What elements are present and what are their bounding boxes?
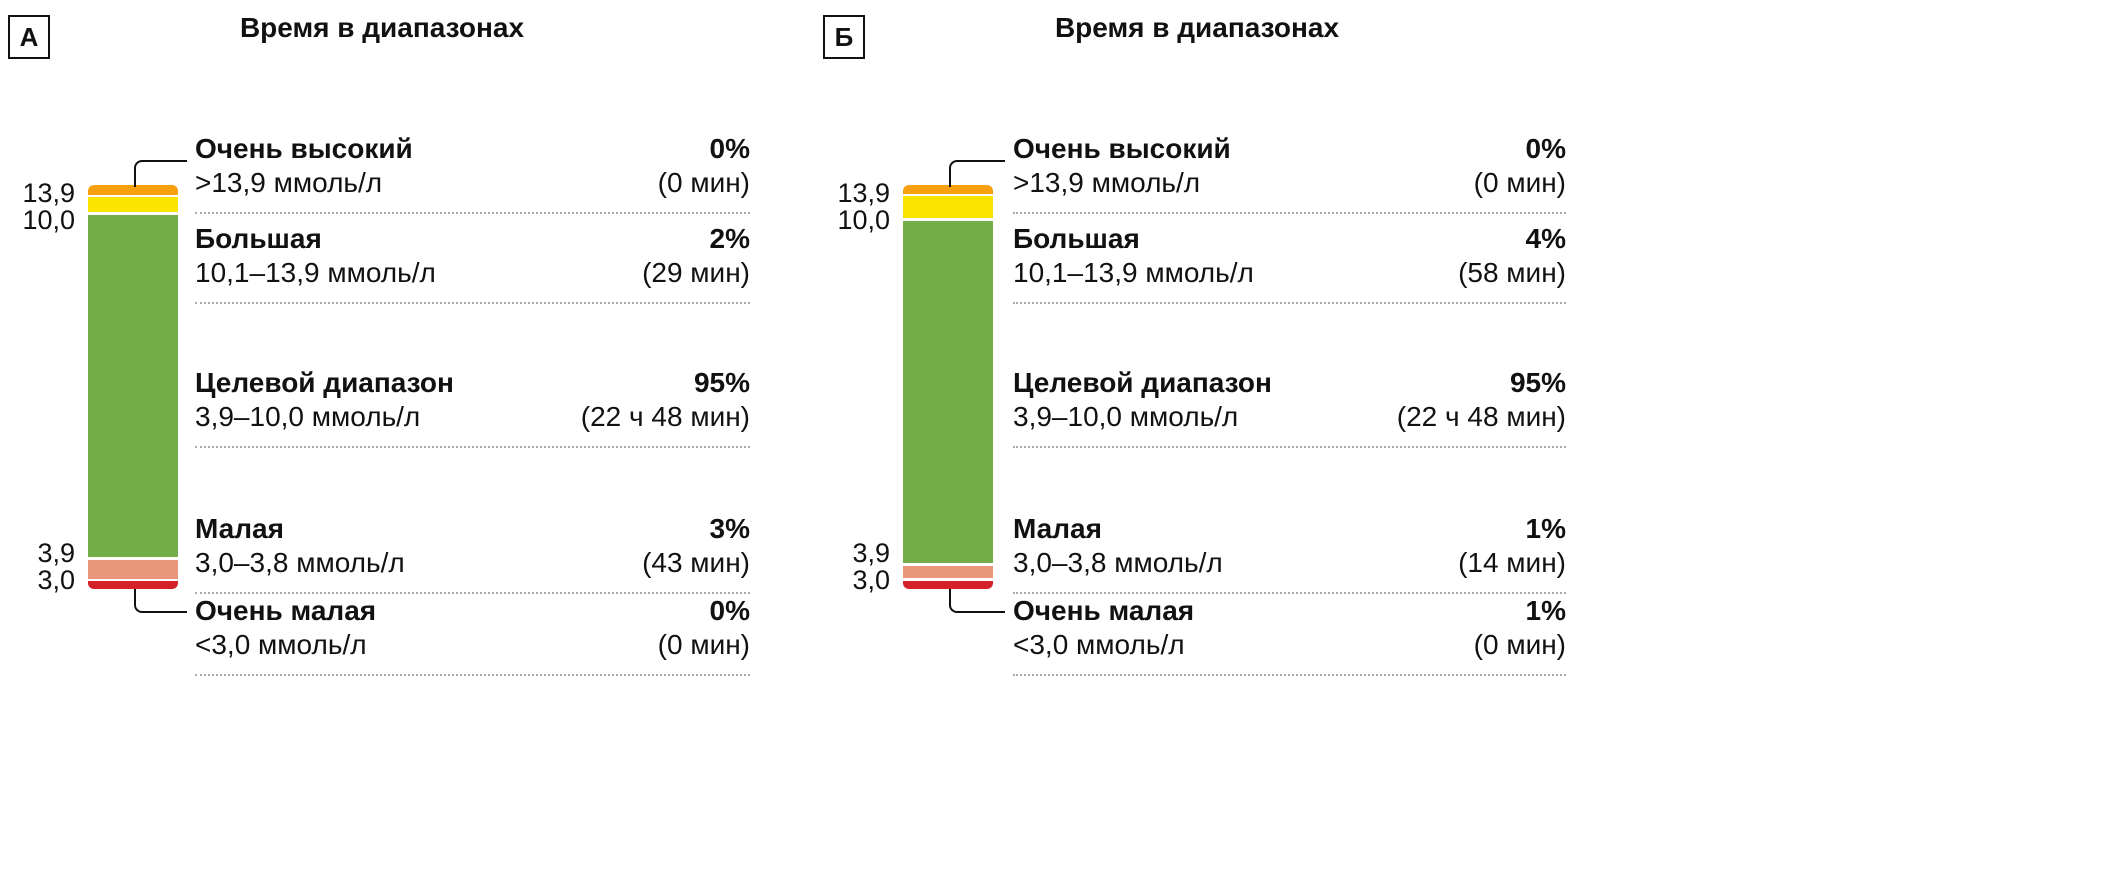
range-limits: 3,0–3,8 ммоль/л [1013, 547, 1223, 578]
range-limits: >13,9 ммоль/л [195, 167, 383, 198]
range-duration: (22 ч 48 мин) [1396, 401, 1566, 432]
axis-tick-label: 3,9 [852, 538, 890, 568]
connector-top [949, 160, 1005, 187]
range-row: Большая 10,1–13,9 ммоль/л 4% (58 мин) [1013, 222, 1566, 304]
range-name: Малая [195, 513, 284, 544]
range-duration: (0 мин) [657, 629, 750, 660]
connector-bottom [949, 589, 1005, 613]
bar-segment-high [88, 197, 178, 212]
range-percent: 95% [1509, 367, 1566, 398]
range-limits: >13,9 ммоль/л [1013, 167, 1201, 198]
chart-title: Время в диапазонах [1054, 12, 1340, 43]
range-percent: 1% [1525, 595, 1566, 626]
range-percent: 0% [709, 133, 750, 164]
range-limits: <3,0 ммоль/л [1013, 629, 1185, 660]
bar-segment-very-low [88, 581, 178, 589]
range-percent: 1% [1525, 513, 1566, 544]
range-percent: 0% [709, 595, 750, 626]
axis-tick-label: 3,0 [37, 565, 75, 595]
axis-tick-label: 13,9 [22, 178, 75, 208]
range-duration: (14 мин) [1458, 547, 1566, 578]
axis-tick-label: 10,0 [22, 205, 75, 235]
panel-letter: Б [823, 15, 865, 59]
chart-title: Время в диапазонах [239, 12, 525, 43]
bar-segment-high [903, 196, 993, 218]
bar-segment-very-high [903, 185, 993, 194]
bar-segment-very-high [88, 185, 178, 195]
range-limits: <3,0 ммоль/л [195, 629, 367, 660]
range-name: Очень высокий [195, 133, 413, 164]
axis-tick-label: 3,9 [37, 538, 75, 568]
axis-tick-label: 3,0 [852, 565, 890, 595]
connector-bottom [134, 589, 187, 613]
range-limits: 3,0–3,8 ммоль/л [195, 547, 405, 578]
range-limits: 10,1–13,9 ммоль/л [1013, 257, 1254, 288]
range-duration: (0 мин) [1473, 629, 1566, 660]
range-duration: (43 мин) [642, 547, 750, 578]
range-percent: 0% [1525, 133, 1566, 164]
range-duration: (0 мин) [1473, 167, 1566, 198]
range-percent: 4% [1525, 223, 1566, 254]
bar-segment-very-low [903, 581, 993, 589]
panel-b: Б Время в диапазонах 13,9 10,0 3,9 3,0 Очень в… [815, 0, 1815, 891]
range-duration: (0 мин) [657, 167, 750, 198]
range-row: Целевой диапазон 3,9–10,0 ммоль/л 95% (22 ч… [1013, 366, 1566, 448]
connector-top [134, 160, 187, 187]
range-row: Малая 3,0–3,8 ммоль/л 3% (43 мин) [195, 512, 750, 594]
range-row: Очень высокий >13,9 ммоль/л 0% (0 мин) [1013, 132, 1566, 214]
range-duration: (22 ч 48 мин) [580, 401, 750, 432]
range-limits: 10,1–13,9 ммоль/л [195, 257, 436, 288]
range-name: Большая [195, 223, 322, 254]
range-percent: 2% [709, 223, 750, 254]
bar-segment-target [88, 215, 178, 557]
range-name: Очень малая [195, 595, 377, 626]
range-limits: 3,9–10,0 ммоль/л [195, 401, 421, 432]
range-duration: (58 мин) [1458, 257, 1566, 288]
range-name: Большая [1013, 223, 1140, 254]
range-row: Очень малая <3,0 ммоль/л 0% (0 мин) [195, 594, 750, 676]
range-name: Целевой диапазон [195, 367, 454, 398]
axis-tick-label: 10,0 [837, 205, 890, 235]
bar-segment-low [903, 566, 993, 578]
panel-letter: А [8, 15, 50, 59]
range-name: Малая [1013, 513, 1102, 544]
bar-segment-low [88, 560, 178, 579]
range-row: Очень малая <3,0 ммоль/л 1% (0 мин) [1013, 594, 1566, 676]
range-duration: (29 мин) [642, 257, 750, 288]
range-row: Большая 10,1–13,9 ммоль/л 2% (29 мин) [195, 222, 750, 304]
range-percent: 95% [693, 367, 750, 398]
range-name: Очень высокий [1013, 133, 1231, 164]
axis-tick-label: 13,9 [837, 178, 890, 208]
range-percent: 3% [709, 513, 750, 544]
range-name: Очень малая [1013, 595, 1195, 626]
range-row: Малая 3,0–3,8 ммоль/л 1% (14 мин) [1013, 512, 1566, 594]
panel-a: А Время в диапазонах 13,9 10,0 3,9 3,0 Очень в… [0, 0, 1000, 891]
range-name: Целевой диапазон [1013, 367, 1272, 398]
range-row: Очень высокий >13,9 ммоль/л 0% (0 мин) [195, 132, 750, 214]
range-row: Целевой диапазон 3,9–10,0 ммоль/л 95% (22 ч… [195, 366, 750, 448]
range-limits: 3,9–10,0 ммоль/л [1013, 401, 1239, 432]
bar-segment-target [903, 221, 993, 563]
